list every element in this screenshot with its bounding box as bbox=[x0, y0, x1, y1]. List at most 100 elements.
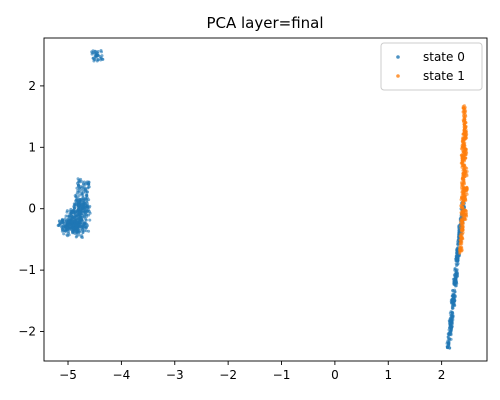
data-point bbox=[461, 203, 464, 206]
data-point bbox=[451, 289, 454, 292]
x-tick-label: −4 bbox=[113, 368, 131, 382]
data-point bbox=[463, 167, 466, 170]
y-tick-label: −2 bbox=[18, 325, 36, 339]
data-point bbox=[462, 191, 465, 194]
legend-marker bbox=[396, 74, 400, 78]
data-point bbox=[80, 187, 83, 190]
data-point bbox=[75, 193, 78, 196]
data-point bbox=[453, 282, 456, 285]
data-point bbox=[462, 198, 465, 201]
x-tick-label: −5 bbox=[59, 368, 77, 382]
data-point bbox=[78, 200, 81, 203]
data-point bbox=[77, 185, 80, 188]
data-point bbox=[87, 230, 90, 233]
data-point bbox=[88, 210, 91, 213]
data-point bbox=[463, 138, 466, 141]
data-point bbox=[65, 211, 68, 214]
data-point bbox=[466, 170, 469, 173]
data-point bbox=[73, 218, 76, 221]
data-point bbox=[461, 206, 464, 209]
x-tick-label: 1 bbox=[384, 368, 392, 382]
data-point bbox=[83, 186, 86, 189]
data-point bbox=[450, 338, 453, 341]
data-point bbox=[88, 219, 91, 222]
data-point bbox=[100, 50, 103, 53]
data-point bbox=[75, 202, 78, 205]
data-point bbox=[83, 207, 86, 210]
data-point bbox=[459, 242, 462, 245]
data-point bbox=[80, 210, 83, 213]
legend-label: state 1 bbox=[423, 69, 465, 83]
data-point bbox=[61, 230, 64, 233]
data-point bbox=[461, 233, 464, 236]
data-point bbox=[80, 234, 83, 237]
data-point bbox=[464, 114, 467, 117]
data-point bbox=[456, 268, 459, 271]
data-point bbox=[448, 320, 451, 323]
data-point bbox=[87, 214, 90, 217]
data-point bbox=[62, 232, 65, 235]
data-point bbox=[86, 180, 89, 183]
y-tick-label: 2 bbox=[28, 79, 36, 93]
x-tick-label: −1 bbox=[273, 368, 291, 382]
x-tick-label: −2 bbox=[219, 368, 237, 382]
legend: state 0state 1 bbox=[381, 43, 482, 90]
data-point bbox=[448, 331, 451, 334]
chart-title: PCA layer=final bbox=[206, 14, 323, 32]
data-point bbox=[85, 219, 88, 222]
data-point bbox=[78, 231, 81, 234]
data-point bbox=[464, 150, 467, 153]
data-point bbox=[454, 277, 457, 280]
data-point bbox=[461, 164, 464, 167]
data-point bbox=[76, 228, 79, 231]
data-point bbox=[61, 218, 64, 221]
data-point bbox=[453, 300, 456, 303]
data-point bbox=[87, 186, 90, 189]
data-point bbox=[458, 251, 461, 254]
data-point bbox=[460, 155, 463, 158]
data-point bbox=[448, 347, 451, 350]
legend-marker bbox=[396, 55, 400, 59]
data-point bbox=[455, 264, 458, 267]
data-point bbox=[57, 224, 60, 227]
data-point bbox=[72, 205, 75, 208]
plot-area bbox=[57, 49, 469, 350]
data-point bbox=[461, 224, 464, 227]
data-point bbox=[465, 130, 468, 133]
data-point bbox=[86, 205, 89, 208]
data-point bbox=[66, 215, 69, 218]
data-point bbox=[62, 227, 65, 230]
data-point bbox=[462, 145, 465, 148]
data-point bbox=[452, 307, 455, 310]
data-point bbox=[77, 204, 80, 207]
data-point bbox=[96, 52, 99, 55]
data-point bbox=[99, 58, 102, 61]
data-point bbox=[462, 158, 465, 161]
data-point bbox=[70, 218, 73, 221]
data-point bbox=[464, 199, 467, 202]
data-point bbox=[464, 218, 467, 221]
data-point bbox=[463, 172, 466, 175]
x-tick-label: 0 bbox=[331, 368, 339, 382]
data-point bbox=[464, 121, 467, 124]
data-point bbox=[460, 147, 463, 150]
data-point bbox=[463, 118, 466, 121]
data-point bbox=[460, 247, 463, 250]
data-point bbox=[92, 60, 95, 63]
y-tick-label: 0 bbox=[28, 202, 36, 216]
y-tick-label: −1 bbox=[18, 263, 36, 277]
data-point bbox=[465, 210, 468, 213]
data-point bbox=[463, 187, 466, 190]
data-point bbox=[461, 236, 464, 239]
data-point bbox=[463, 175, 466, 178]
data-point bbox=[64, 217, 67, 220]
data-point bbox=[80, 226, 83, 229]
data-point bbox=[450, 301, 453, 304]
data-point bbox=[462, 110, 465, 113]
data-point bbox=[456, 258, 459, 261]
data-point bbox=[90, 50, 93, 53]
y-tick-label: 1 bbox=[28, 140, 36, 154]
data-point bbox=[78, 214, 81, 217]
data-point bbox=[64, 230, 67, 233]
data-point bbox=[460, 229, 463, 232]
